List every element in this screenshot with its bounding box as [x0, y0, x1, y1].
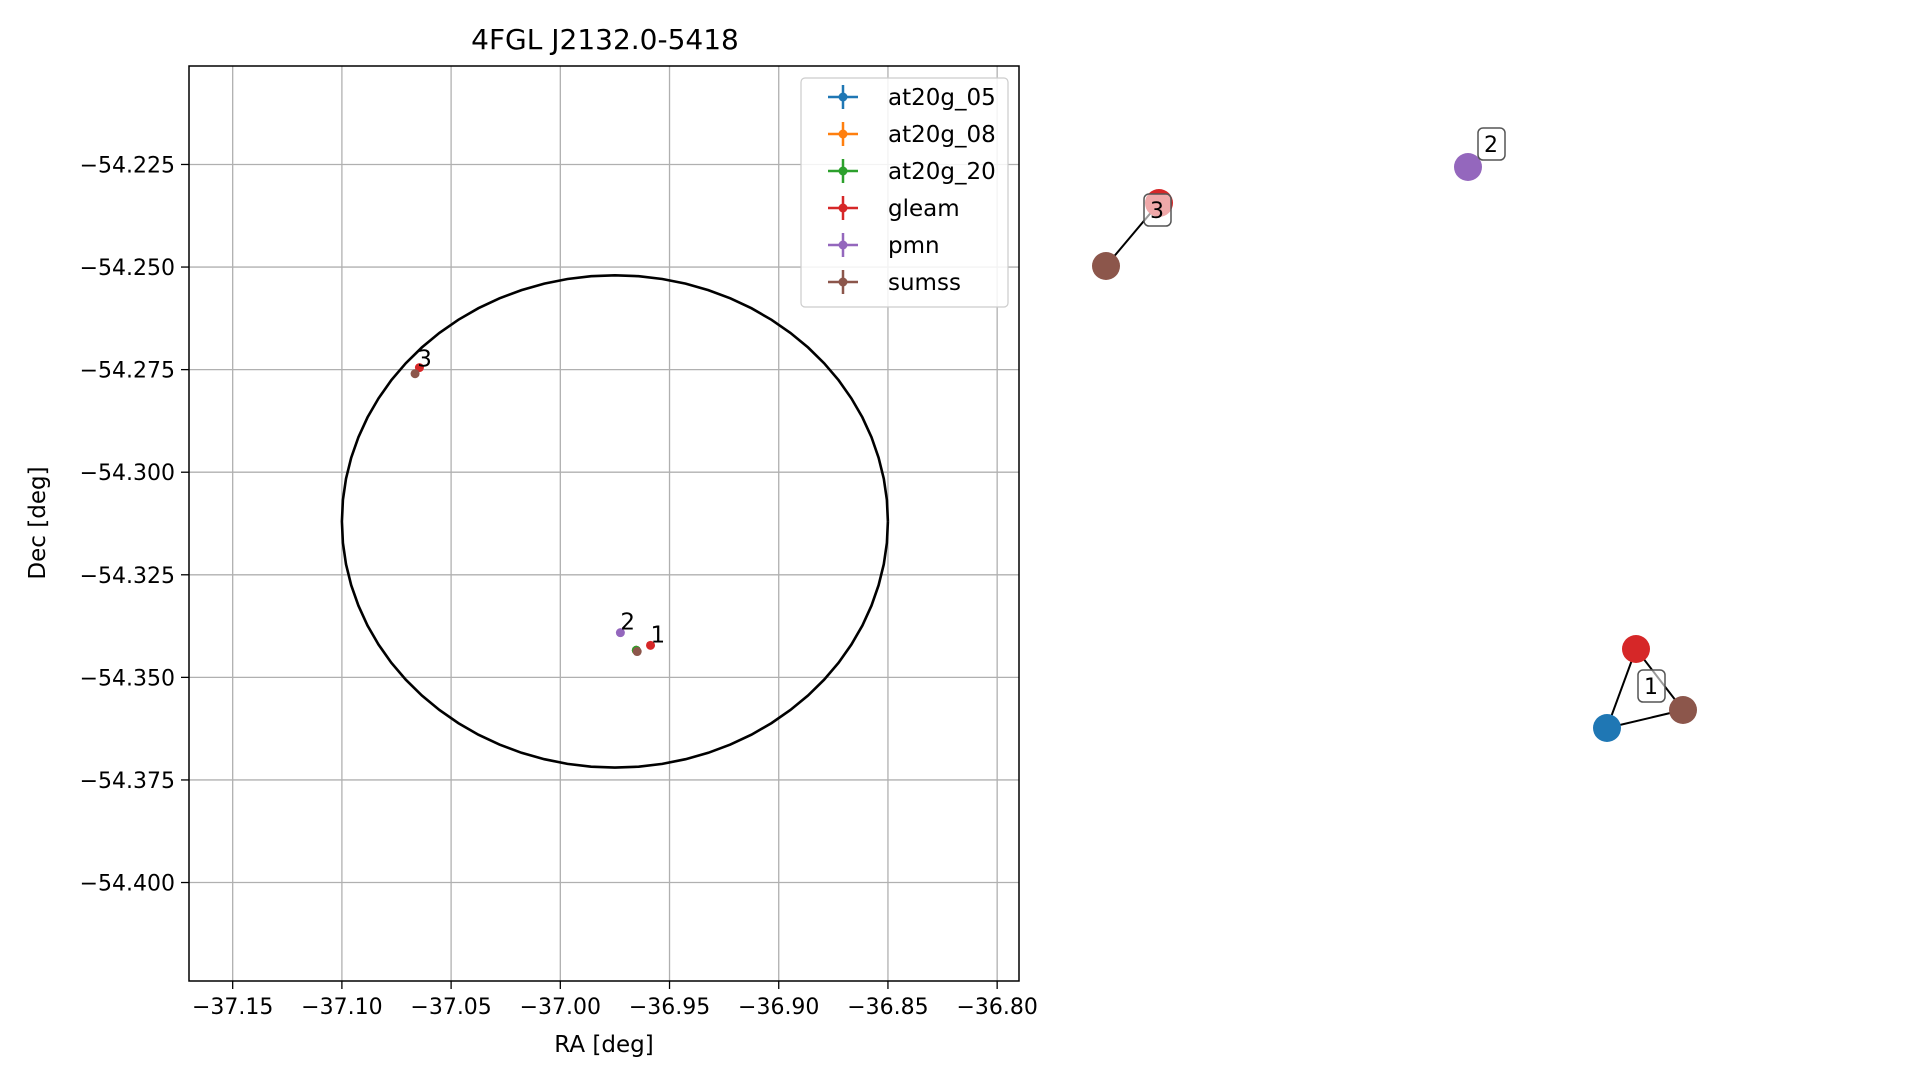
x-tick-label: −36.95 [629, 995, 710, 1020]
uncertainty-ellipse [340, 273, 890, 769]
cluster-label-box-3 [1143, 193, 1172, 227]
x-tick-label: −36.80 [956, 995, 1037, 1020]
y-tick-label: −54.250 [80, 256, 175, 281]
legend-label-gleam: gleam [888, 196, 960, 222]
y-tick-label: −54.300 [80, 461, 175, 486]
legend-label-at20g_20: at20g_20 [888, 159, 996, 185]
data-point-gleam [646, 640, 656, 650]
legend-label-at20g_05: at20g_05 [888, 85, 996, 111]
legend-item-gleam: gleam [828, 196, 960, 222]
legend-label-at20g_08: at20g_08 [888, 122, 996, 148]
x-axis-ticks: −37.15 −37.10 −37.05 −37.00 −36.95 −36.90 −36.… [192, 981, 1038, 1020]
point-annotation-3: 3 [417, 347, 432, 373]
legend-label-pmn: pmn [888, 233, 940, 259]
marker-gleam [646, 640, 656, 650]
data-point-sumss [632, 647, 642, 657]
x-tick-label: −37.00 [520, 995, 601, 1020]
x-tick-label: −37.05 [410, 995, 491, 1020]
marker-sumss [410, 369, 420, 379]
legend-item-pmn: pmn [828, 233, 940, 259]
legend-marker-dot-gleam [838, 203, 848, 213]
cluster-label-1: 1 [1637, 669, 1666, 703]
data-points-layer [410, 363, 656, 657]
cluster-label-box-1 [1637, 669, 1666, 703]
uncertainty-ellipse-layer [340, 273, 890, 769]
network-node-sumss-1 [1669, 696, 1697, 724]
legend-marker-dot-at20g_20 [838, 166, 848, 176]
network-node-pmn-2 [1454, 153, 1482, 181]
cluster-label-text-1: 1 [1644, 675, 1658, 700]
data-point-pmn [615, 628, 625, 638]
cluster-label-box-2 [1477, 127, 1506, 161]
x-tick-label: −37.15 [192, 995, 273, 1020]
cluster-label-2: 2 [1477, 127, 1506, 161]
legend-item-at20g_08: at20g_08 [828, 122, 996, 148]
chart-title: 4FGL J2132.0-5418 [471, 23, 739, 56]
legend-label-sumss: sumss [888, 270, 961, 296]
plot-frame [188, 65, 1020, 982]
marker-pmn [615, 628, 625, 638]
y-tick-label: −54.350 [80, 666, 175, 691]
x-tick-label: −37.10 [301, 995, 382, 1020]
network-node-gleam-1 [1622, 635, 1650, 663]
legend-item-at20g_05: at20g_05 [828, 85, 996, 111]
y-tick-label: −54.275 [80, 359, 175, 384]
point-annotation-1: 1 [651, 622, 666, 648]
cluster-label-3: 3 [1143, 193, 1172, 227]
legend-marker-dot-at20g_08 [838, 129, 848, 139]
y-tick-label: −54.375 [80, 769, 175, 794]
network-node-sumss-3 [1092, 252, 1120, 280]
legend-item-at20g_20: at20g_20 [828, 159, 996, 185]
y-axis-label: Dec [deg] [25, 466, 51, 579]
network-panel: 1 2 3 [1092, 127, 1697, 742]
y-tick-label: −54.225 [80, 153, 175, 178]
data-point-sumss [410, 369, 420, 379]
annotation-layer: 12 3 [417, 347, 665, 649]
legend-item-sumss: sumss [828, 270, 961, 296]
legend-marker-dot-sumss [838, 277, 848, 287]
y-tick-label: −54.400 [80, 872, 175, 897]
marker-sumss [632, 647, 642, 657]
legend-marker-dot-pmn [838, 240, 848, 250]
y-tick-label: −54.325 [80, 564, 175, 589]
point-annotation-2: 2 [620, 610, 635, 636]
network-edge-g1-a1 [1606, 648, 1637, 729]
legend-marker-dot-at20g_05 [838, 92, 848, 102]
scatter-panel: 4FGL J2132.0-5418 12 3 −37.15 −37.10 −37.05… [25, 23, 1038, 1058]
x-tick-label: −36.85 [847, 995, 928, 1020]
x-tick-label: −36.90 [738, 995, 819, 1020]
cluster-label-text-3: 3 [1150, 199, 1164, 224]
network-node-at20g-1 [1593, 714, 1621, 742]
cluster-label-text-2: 2 [1484, 133, 1498, 158]
y-axis-ticks: −54.225 −54.250 −54.275 −54.300 −54.325 −54.3… [80, 153, 189, 897]
x-axis-label: RA [deg] [554, 1032, 653, 1058]
